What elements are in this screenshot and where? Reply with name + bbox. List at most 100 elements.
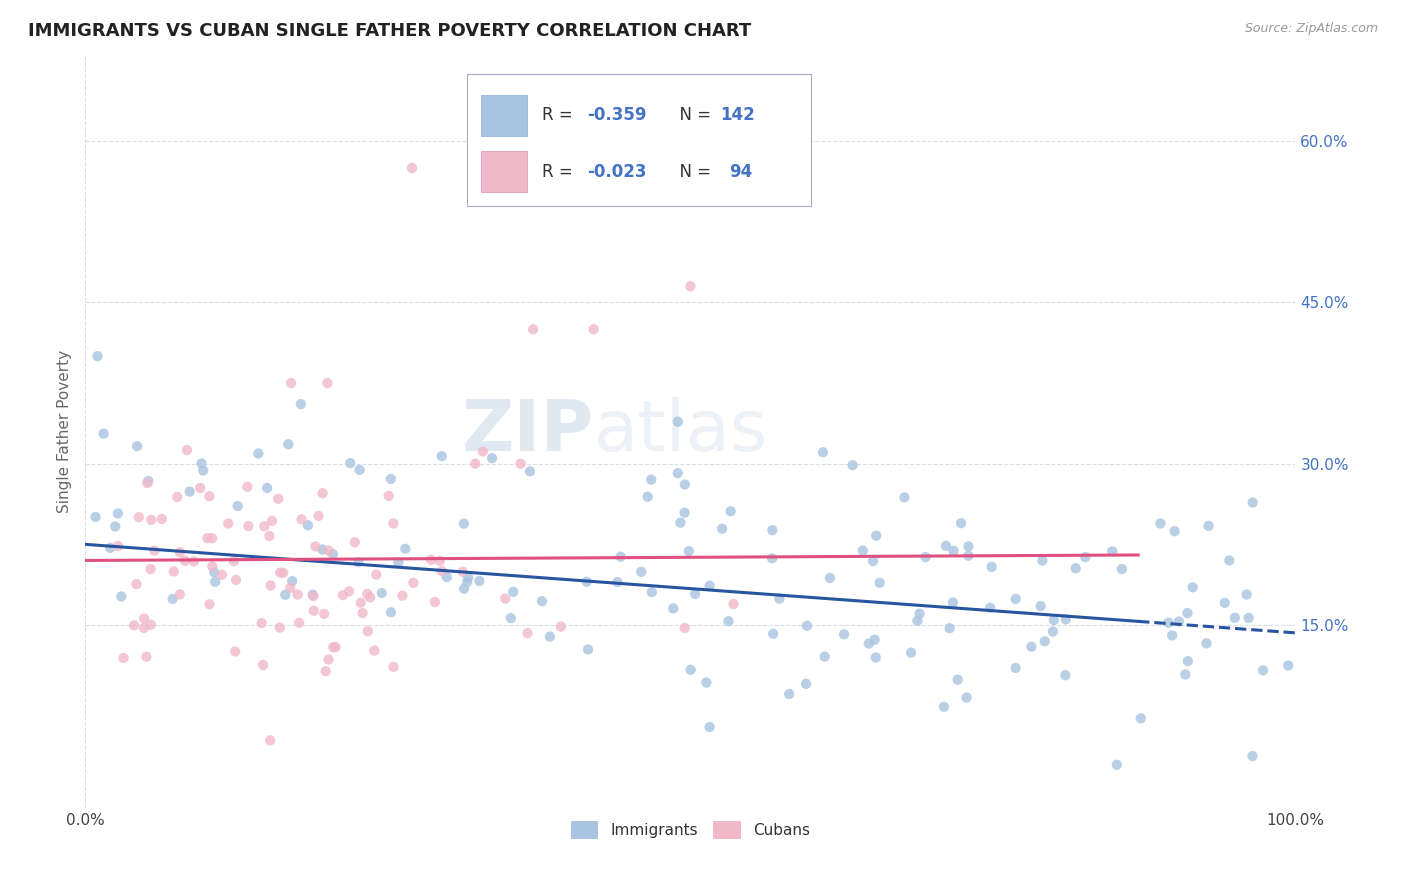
Point [260,514,283,528]
Point [297,518,319,533]
Point [436,570,458,584]
Point [308,508,330,523]
Point [104,519,127,533]
Point [841,458,863,473]
Point [502,584,524,599]
Point [256,481,278,495]
Point [217,516,239,531]
Point [1054,668,1077,682]
Point [666,466,689,480]
Point [1101,544,1123,558]
Point [1064,561,1087,575]
Point [669,516,692,530]
Point [582,322,605,336]
Point [907,614,929,628]
Point [141,513,163,527]
Point [430,564,453,578]
Point [630,565,652,579]
Point [637,490,659,504]
Point [253,519,276,533]
Point [139,562,162,576]
Point [86,349,108,363]
Point [169,545,191,559]
Point [914,550,936,565]
Point [762,627,785,641]
Point [188,481,211,495]
Point [347,555,370,569]
Point [1195,636,1218,650]
Point [453,582,475,596]
Point [311,542,333,557]
Point [1181,580,1204,594]
Point [938,621,960,635]
Point [225,573,247,587]
Point [322,547,344,561]
Point [359,591,381,605]
Point [269,566,291,580]
Point [349,463,371,477]
Point [946,673,969,687]
Point [125,577,148,591]
Legend: Immigrants, Cubans: Immigrants, Cubans [565,814,817,846]
Point [1043,613,1066,627]
Point [711,522,734,536]
Point [183,554,205,568]
Point [110,590,132,604]
Point [900,646,922,660]
Point [956,690,979,705]
Point [238,519,260,533]
Point [339,456,361,470]
Point [281,574,304,588]
Point [128,510,150,524]
Point [134,611,156,625]
Point [494,591,516,606]
Point [1157,615,1180,630]
Point [211,567,233,582]
Point [1161,628,1184,642]
Point [1277,658,1299,673]
Point [288,615,311,630]
Point [695,675,717,690]
Point [332,588,354,602]
Point [957,540,980,554]
Point [1237,611,1260,625]
Point [1129,711,1152,725]
Point [325,640,347,655]
Point [720,504,742,518]
Point [862,554,884,568]
Point [139,617,162,632]
Point [166,490,188,504]
Point [125,439,148,453]
Point [456,574,478,589]
Point [678,544,700,558]
Point [107,507,129,521]
Point [979,600,1001,615]
Point [673,506,696,520]
Point [163,565,186,579]
Point [761,523,783,537]
Point [135,649,157,664]
Point [316,376,339,390]
Point [224,644,246,658]
Point [267,491,290,506]
Point [143,543,166,558]
Point [1054,612,1077,626]
Point [673,621,696,635]
Y-axis label: Single Father Poverty: Single Father Poverty [58,350,72,513]
Point [136,474,159,488]
Point [226,499,249,513]
Text: ZIP: ZIP [461,397,593,466]
Point [1004,661,1026,675]
Point [302,589,325,603]
Text: 142: 142 [721,106,755,124]
Point [957,549,980,563]
Point [394,541,416,556]
Point [357,624,380,639]
Point [858,637,880,651]
Point [464,457,486,471]
Point [337,584,360,599]
Point [252,658,274,673]
Text: Source: ZipAtlas.com: Source: ZipAtlas.com [1244,22,1378,36]
Point [350,596,373,610]
Point [269,621,291,635]
